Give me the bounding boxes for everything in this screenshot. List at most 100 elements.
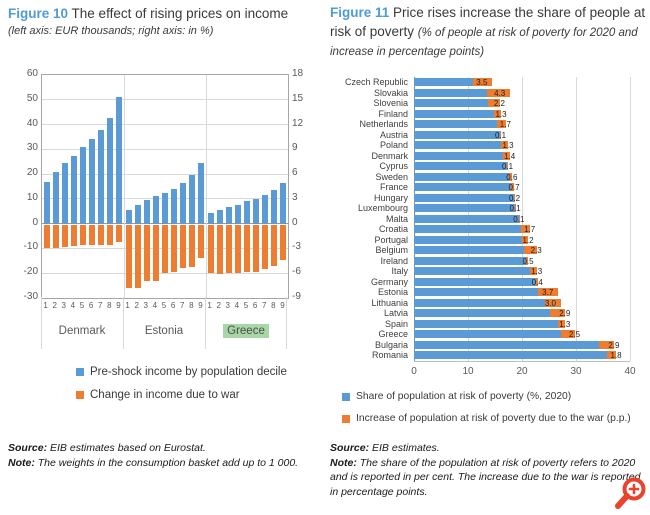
country-row: Austria 0.1	[330, 130, 648, 141]
income-change-bar-orange	[216, 224, 223, 275]
poverty-share-bar-blue	[414, 214, 519, 223]
legend-item-change: Change in income due to war	[76, 389, 287, 401]
country-row: Netherlands 1.7	[330, 119, 648, 130]
income-change-bar-orange	[253, 224, 260, 272]
decile-label: 4	[70, 301, 76, 310]
country-row: Poland 1.3	[330, 140, 648, 151]
decile-label: 2	[52, 301, 57, 310]
income-change-bar-orange	[225, 224, 232, 274]
country-label: Latvia	[383, 308, 408, 318]
income-change-bar-orange	[89, 224, 96, 245]
country-label: Portugal	[374, 234, 408, 245]
poverty-increase-bar-orange	[502, 151, 511, 160]
income-bar-blue	[134, 205, 141, 224]
income-bar-blue	[216, 209, 223, 224]
poverty-share-bar-blue	[414, 340, 599, 349]
figure10-source: Source: EIB estimates based on Eurostat.	[8, 441, 326, 456]
poverty-increase-bar-orange	[496, 120, 506, 129]
poverty-share-bar-blue	[414, 298, 545, 307]
figure11-source-note: Source: EIB estimates. Note: The share o…	[330, 441, 649, 499]
country-row: Cyprus 0.1	[330, 161, 648, 172]
country-label: Denmark	[371, 150, 408, 161]
poverty-share-bar-blue	[414, 267, 531, 276]
income-bar-blue	[162, 192, 168, 224]
poverty-increase-bar-orange	[494, 109, 502, 118]
income-bar-blue	[198, 162, 205, 224]
poverty-share-bar-blue	[414, 130, 501, 139]
left-axis-tick: 60	[26, 68, 38, 79]
figure10-title: Figure 10 The effect of rising prices on…	[8, 5, 323, 24]
increase-data-label: 1.3	[502, 141, 514, 150]
country-row: Malta 0.1	[330, 214, 648, 225]
country-row: Czech Republic 3.5	[330, 77, 648, 88]
country-label: Netherlands	[359, 119, 408, 129]
income-change-bar-orange	[198, 224, 205, 259]
income-change-bar-orange	[134, 224, 141, 289]
zero-gridline	[42, 223, 288, 225]
income-change-bar-orange	[61, 224, 68, 248]
poverty-share-bar-blue	[414, 288, 539, 297]
poverty-share-bar-blue	[414, 319, 559, 328]
legend-item-preshock: Pre-shock income by population decile	[76, 366, 287, 378]
poverty-share-bar-blue	[414, 225, 521, 234]
increase-data-label: 1.4	[504, 151, 516, 161]
increase-data-label: 3.7	[542, 288, 554, 297]
income-bar-blue	[244, 201, 250, 224]
decile-label: 5	[243, 301, 249, 310]
poverty-share-bar-blue	[414, 330, 562, 339]
left-axis-tick: 50	[26, 92, 38, 104]
poverty-increase-bar-orange	[558, 319, 566, 328]
poverty-increase-bar-orange	[538, 288, 559, 297]
country-label: Germany	[370, 276, 408, 287]
poverty-share-bar-blue	[414, 151, 503, 160]
right-axis-tick: -6	[292, 266, 301, 278]
income-bar-blue	[280, 182, 287, 224]
increase-data-label: 2.2	[493, 99, 505, 108]
x-axis-tick: 20	[516, 366, 528, 377]
country-label: Czech Republic	[344, 77, 408, 87]
country-row: Denmark 1.4	[330, 151, 648, 162]
income-bar-blue	[107, 118, 114, 224]
note-text: The share of the population at risk of p…	[330, 456, 641, 498]
figure10-title-text: The effect of rising prices on income	[71, 6, 289, 21]
country-label: Belgium	[375, 245, 408, 255]
income-change-bar-orange	[125, 224, 132, 289]
figure11-label: Figure 11	[330, 5, 390, 20]
decile-label: 2	[216, 301, 221, 310]
h-gridline	[42, 272, 288, 274]
decile-label: 5	[161, 301, 167, 310]
income-change-bar-orange	[207, 224, 214, 274]
country-label: Luxembourg	[357, 203, 408, 213]
zoom-magnifier-icon[interactable]	[614, 476, 648, 510]
poverty-increase-bar-orange	[524, 246, 537, 255]
x-axis-tick: 0	[411, 366, 417, 377]
left-axis-tick: 40	[26, 117, 38, 129]
country-row: Estonia 3.7	[330, 287, 648, 298]
poverty-share-bar-blue	[414, 78, 474, 87]
income-bar-blue	[207, 213, 214, 224]
h-gridline	[42, 124, 288, 126]
v-gridline	[576, 77, 577, 361]
v-gridline	[630, 77, 631, 361]
group-separator	[206, 75, 207, 298]
poverty-increase-bar-orange	[535, 277, 538, 286]
h-gridline	[42, 173, 288, 175]
income-change-bar-orange	[244, 224, 250, 272]
poverty-increase-bar-orange	[518, 214, 520, 223]
figure11-note: Note: The share of the population at ris…	[330, 456, 649, 500]
note-label: Note:	[8, 456, 35, 469]
group-separator	[124, 75, 125, 298]
source-text: EIB estimates.	[372, 442, 440, 454]
income-bar-blue	[80, 146, 86, 224]
income-change-bar-orange	[143, 224, 150, 281]
income-bar-blue	[143, 200, 150, 224]
increase-data-label: 0.1	[501, 162, 514, 171]
poverty-increase-bar-orange	[487, 99, 500, 108]
left-axis-tick: -30	[23, 291, 38, 302]
poverty-share-bar-blue	[414, 162, 508, 171]
figure11-source: Source: EIB estimates.	[330, 441, 649, 456]
increase-data-label: 0.1	[513, 214, 525, 224]
income-change-bar-orange	[280, 224, 287, 260]
poverty-share-bar-blue	[414, 109, 495, 118]
income-bar-blue	[152, 196, 159, 224]
